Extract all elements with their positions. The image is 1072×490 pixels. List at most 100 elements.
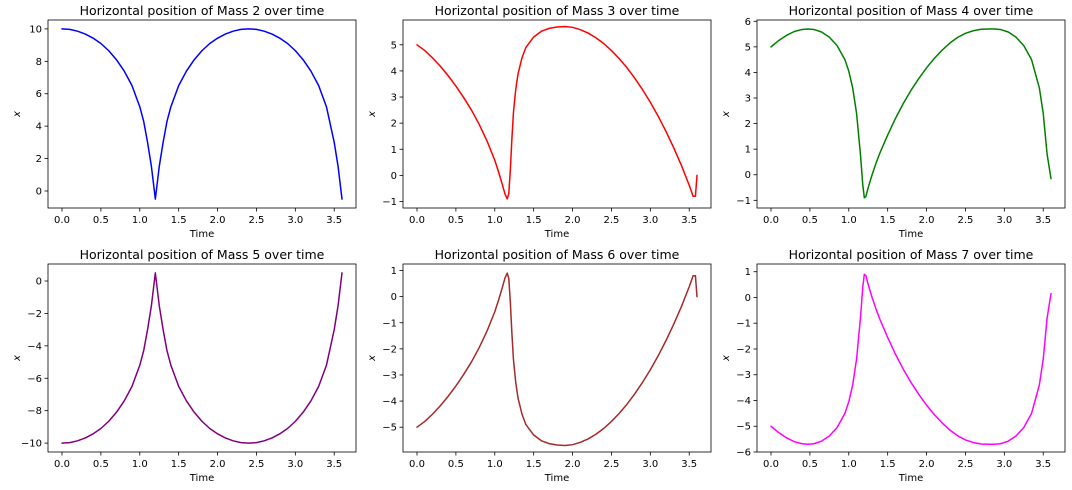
x-tick-label: 3.0 [642,459,658,470]
y-tick-label: 8 [36,57,42,68]
chart-title: Horizontal position of Mass 4 over time [789,3,1034,18]
y-tick-label: −3 [382,370,397,381]
y-tick-label: 1 [391,266,397,277]
subplot-5: 0.0 0.5 1.0 1.5 2.0 2.5 3.0 3.5 −5 −4 −3 −2 −1 0 1 Hori… [367,247,712,484]
y-tick-label: 1 [745,145,751,156]
x-tick-label: 3.0 [996,459,1012,470]
x-axis-label: Time [189,229,214,240]
series-line-5-1 [416,272,698,447]
y-tick-label: −5 [736,422,751,433]
subplot-6: 0.0 0.5 1.0 1.5 2.0 2.5 3.0 3.5 −6 −5 −4 −3 −2 −1 0 1 Ho… [721,247,1066,484]
x-tick-label: 0.5 [93,215,109,226]
y-tick-label: 2 [745,119,751,130]
y-tick-label: −3 [736,370,751,381]
x-tick-label: 3.0 [996,215,1012,226]
x-tick-label: 3.5 [326,215,342,226]
y-tick-label: 1 [391,145,397,156]
x-tick-label: 1.5 [880,215,896,226]
y-tick-label: −2 [27,309,42,320]
x-tick-label: 1.5 [880,459,896,470]
y-tick-label: −1 [382,318,397,329]
y-tick-label: −4 [382,397,397,408]
x-axis-label: Time [189,473,214,484]
y-tick-label: 10 [29,24,42,35]
x-tick-label: 2.0 [210,215,226,226]
y-tick-label: 3 [391,93,397,104]
y-tick-label: −1 [382,197,397,208]
series-line-3-1 [770,28,1052,199]
y-axis-label: x [12,111,23,118]
x-tick-label: 0.5 [448,215,464,226]
y-tick-label: 3 [745,94,751,105]
x-tick-label: 0.0 [763,459,779,470]
y-tick-label: −6 [736,448,751,459]
x-tick-label: 3.5 [681,459,697,470]
y-tick-label: 6 [745,17,751,28]
series-line-6-1 [770,273,1052,446]
axes-frame [756,263,1066,453]
x-tick-label: 0.0 [409,459,425,470]
x-tick-label: 1.0 [132,459,148,470]
x-tick-label: 2.5 [957,459,973,470]
x-tick-label: 2.0 [210,459,226,470]
y-tick-label: −2 [382,344,397,355]
y-axis-label: x [367,111,378,118]
x-tick-label: 0.0 [409,215,425,226]
x-tick-label: 3.5 [681,215,697,226]
x-tick-label: 1.0 [132,215,148,226]
y-tick-label: −4 [736,396,751,407]
x-axis-label: Time [544,473,569,484]
x-tick-label: 2.0 [565,215,581,226]
x-axis-label: Time [544,229,569,240]
x-tick-label: 3.5 [1035,215,1051,226]
y-tick-label: −1 [736,319,751,330]
chart-title: Horizontal position of Mass 7 over time [789,247,1034,262]
y-tick-label: 0 [391,171,397,182]
y-tick-label: −4 [27,341,42,352]
y-axis-label: x [721,111,732,118]
y-tick-label: 0 [391,292,397,303]
chart-title: Horizontal position of Mass 3 over time [435,3,680,18]
x-tick-label: 2.5 [957,215,973,226]
y-tick-label: 2 [36,154,42,165]
chart-title: Horizontal position of Mass 5 over time [80,247,325,262]
x-tick-label: 1.0 [841,459,857,470]
y-tick-label: 0 [745,293,751,304]
x-tick-label: 0.5 [802,459,818,470]
y-tick-label: 4 [391,66,397,77]
x-tick-label: 3.0 [287,459,303,470]
y-tick-label: −10 [21,439,42,450]
x-tick-label: 2.0 [919,459,935,470]
y-tick-label: −2 [736,344,751,355]
subplot-3: 0.0 0.5 1.0 1.5 2.0 2.5 3.0 3.5 −1 0 1 2 3 4 5 6 Horizon… [721,3,1066,240]
x-tick-label: 3.5 [1035,459,1051,470]
y-tick-label: −5 [382,423,397,434]
y-axis-label: x [12,355,23,362]
x-tick-label: 3.0 [642,215,658,226]
subplot-4: 0.0 0.5 1.0 1.5 2.0 2.5 3.0 3.5 −10 −8 −6 −4 −2 0 Hori… [12,247,357,484]
y-tick-label: −6 [27,374,42,385]
y-tick-label: 4 [745,68,751,79]
x-tick-label: 0.0 [54,459,70,470]
x-axis-label: Time [898,229,923,240]
axes-frame [47,263,357,453]
x-tick-label: 0.0 [54,215,70,226]
x-tick-label: 1.0 [487,215,503,226]
chart-title: Horizontal position of Mass 2 over time [80,3,325,18]
y-tick-label: 0 [745,170,751,181]
subplot-2: 0.0 0.5 1.0 1.5 2.0 2.5 3.0 3.5 −1 0 1 2 3 4 5 Horizont… [367,3,712,240]
y-tick-label: 4 [36,122,42,133]
x-tick-label: 0.5 [448,459,464,470]
y-tick-label: 1 [745,267,751,278]
x-tick-label: 1.5 [171,459,187,470]
y-tick-label: 2 [391,119,397,130]
axes-frame [402,19,712,209]
y-tick-label: 0 [36,277,42,288]
axes-frame [756,19,1066,209]
x-tick-label: 1.0 [487,459,503,470]
x-tick-label: 3.5 [326,459,342,470]
x-tick-label: 0.5 [802,215,818,226]
y-tick-label: 6 [36,89,42,100]
axes-frame [47,19,357,209]
series-line-4-1 [61,272,343,444]
